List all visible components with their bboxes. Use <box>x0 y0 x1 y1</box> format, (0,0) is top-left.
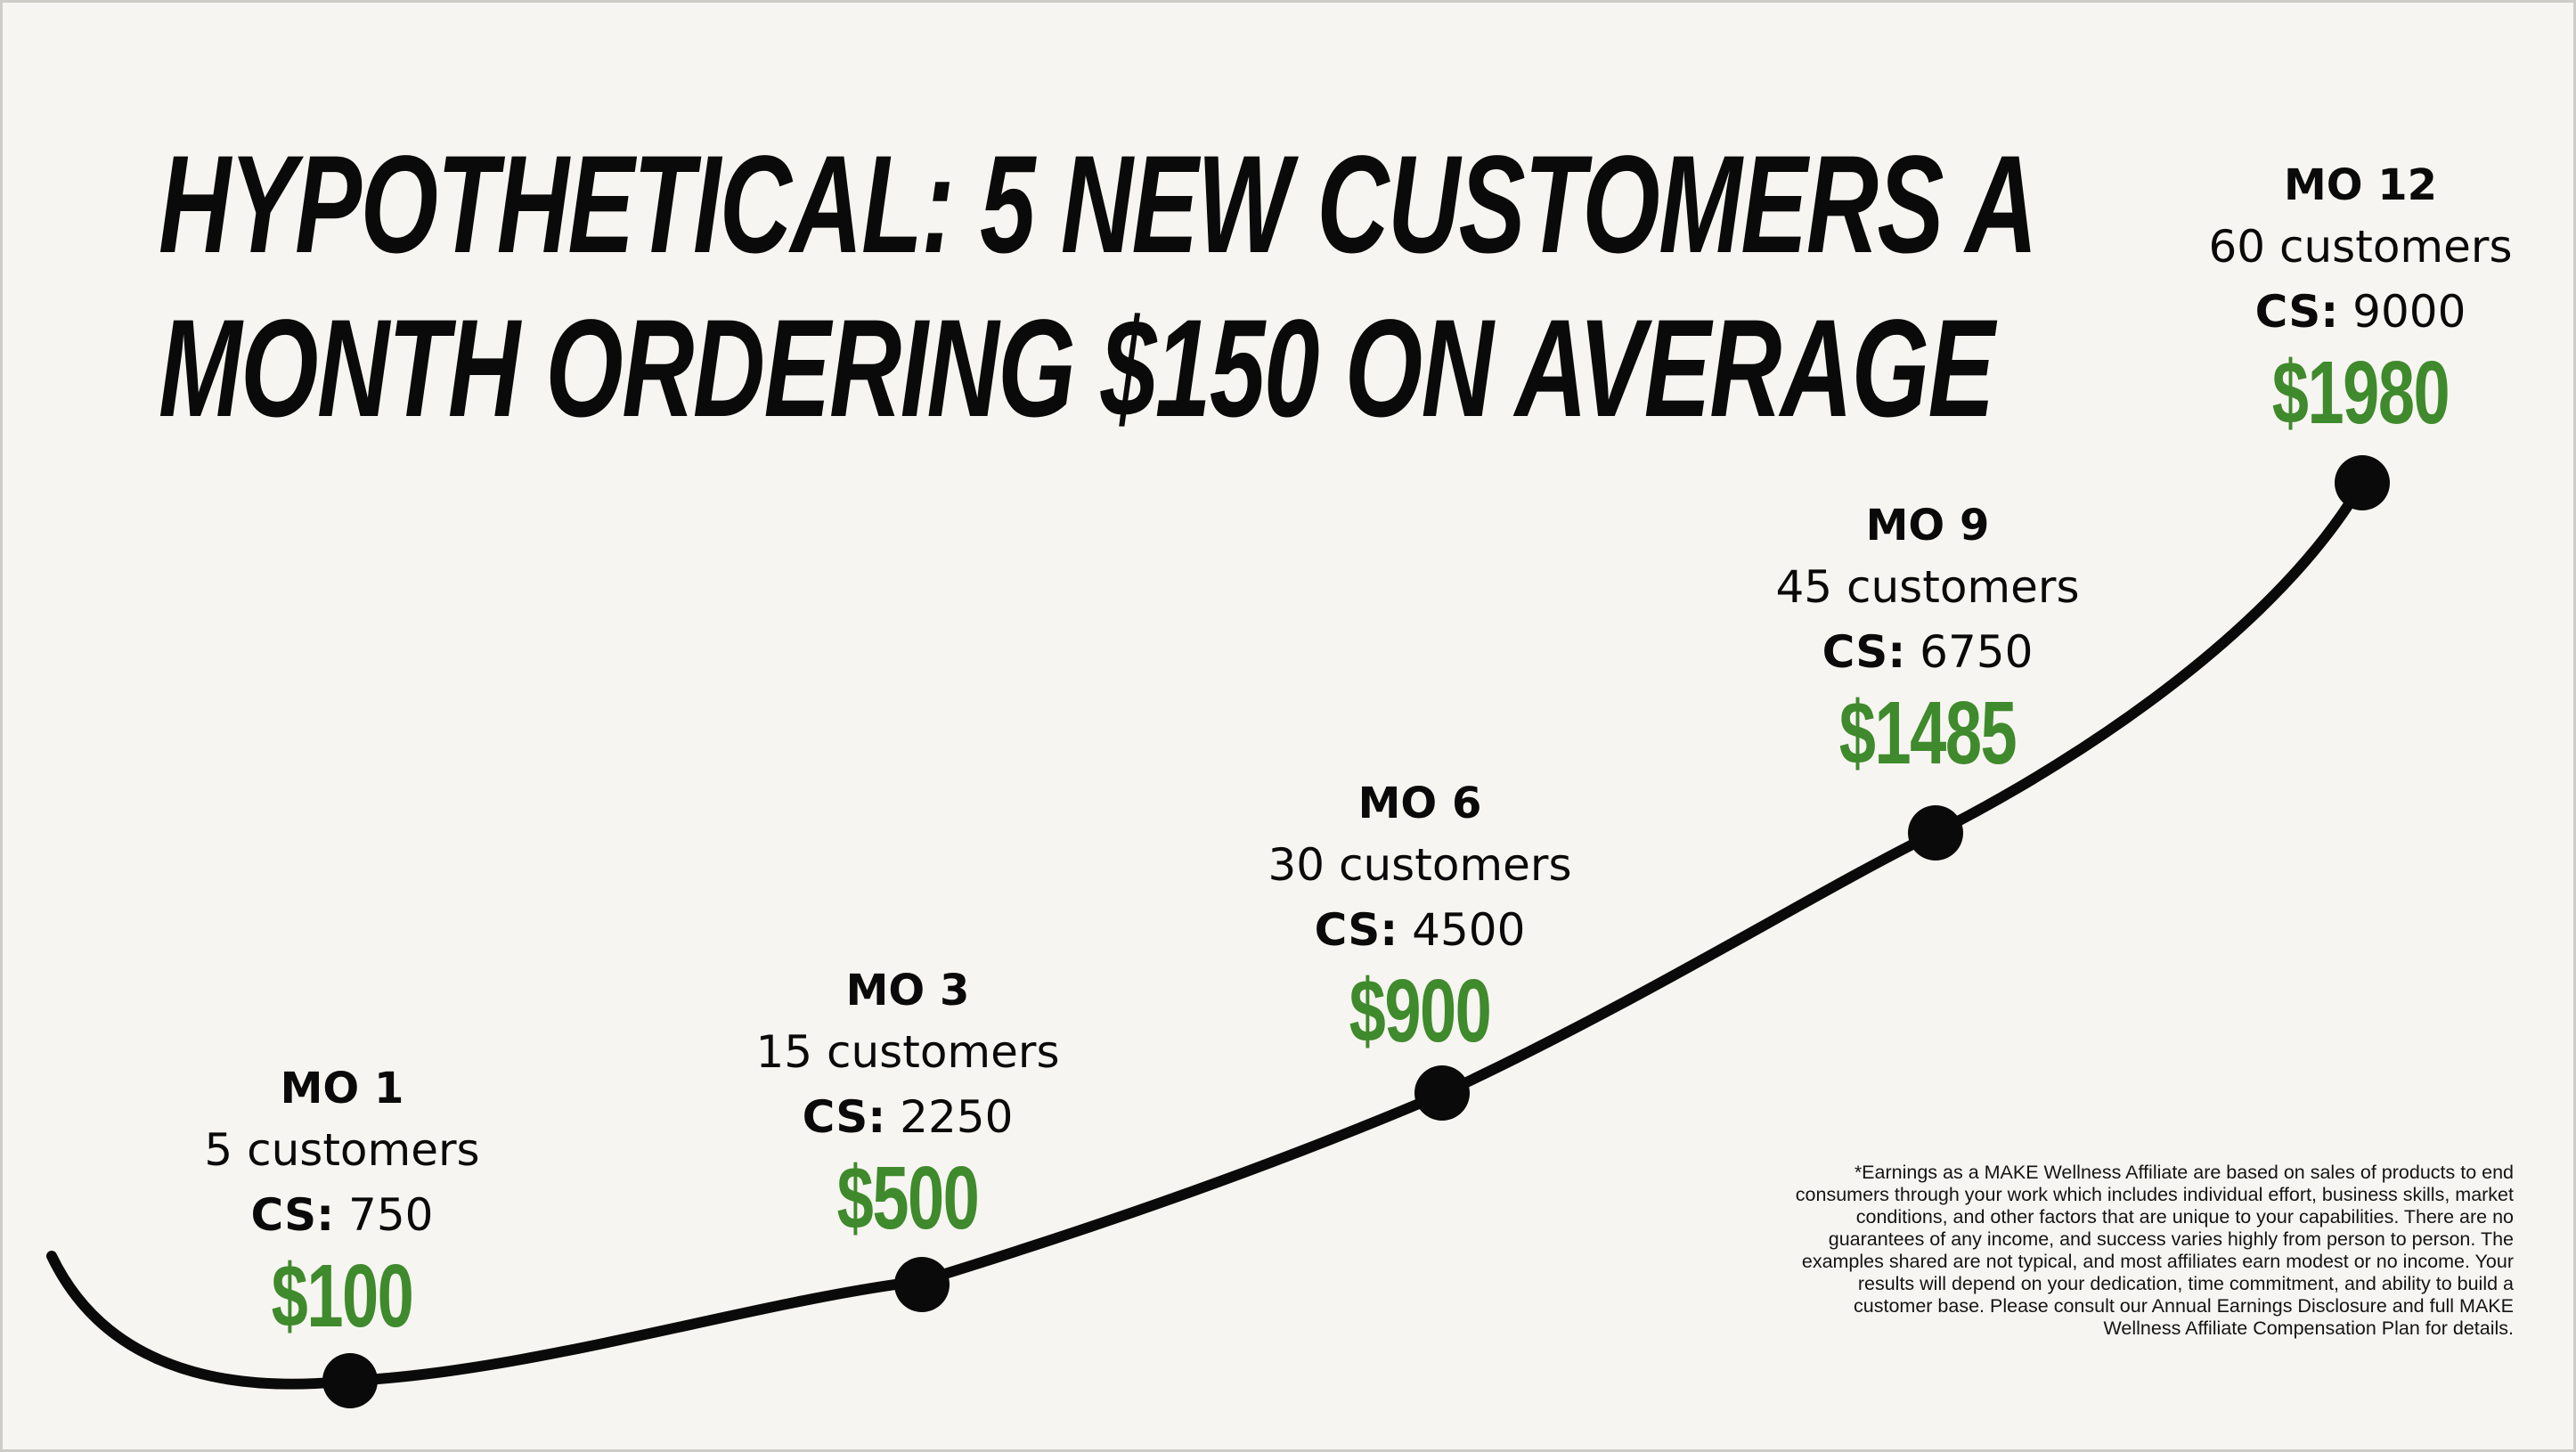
cs-label: CS: <box>1822 626 1906 678</box>
milestone-customers: 5 customers <box>204 1124 480 1176</box>
cs-value: 9000 <box>2352 286 2466 338</box>
cs-value: 4500 <box>1412 904 1526 956</box>
slide-title: HYPOTHETICAL: 5 NEW CUSTOMERS A MONTH OR… <box>159 123 2038 451</box>
milestone-cs: CS: 2250 <box>676 1085 1139 1149</box>
milestone-earnings: $500 <box>836 1148 980 1248</box>
milestone-cs: CS: 9000 <box>2129 280 2576 344</box>
milestone-cs: CS: 6750 <box>1696 620 2159 684</box>
milestone-customers: 30 customers <box>1268 839 1572 891</box>
milestone-mo12: MO 12 60 customers CS: 9000 $1980 <box>2129 157 2576 442</box>
milestone-cs: CS: 4500 <box>1188 898 1651 962</box>
milestone-mo1: MO 1 5 customers CS: 750 $100 <box>110 1060 574 1345</box>
cs-value: 6750 <box>1920 626 2034 678</box>
milestone-earnings: $1980 <box>2271 343 2450 443</box>
milestone-customers: 60 customers <box>2208 221 2513 273</box>
cs-label: CS: <box>250 1189 335 1241</box>
milestone-customers: 45 customers <box>1775 561 2080 613</box>
title-line-1: HYPOTHETICAL: 5 NEW CUSTOMERS A <box>159 127 2038 282</box>
milestone-mo3: MO 3 15 customers CS: 2250 $500 <box>676 962 1139 1247</box>
earnings-disclaimer: *Earnings as a MAKE Wellness Affiliate a… <box>1795 1162 2514 1339</box>
milestone-dot-mo12 <box>2335 455 2390 510</box>
milestone-month: MO 3 <box>845 966 970 1016</box>
milestone-month: MO 1 <box>280 1064 404 1113</box>
milestone-month: MO 12 <box>2283 160 2438 210</box>
milestone-mo9: MO 9 45 customers CS: 6750 $1485 <box>1696 497 2159 782</box>
cs-value: 750 <box>348 1189 434 1241</box>
milestone-month: MO 6 <box>1357 779 1482 828</box>
milestone-customers: 15 customers <box>755 1026 1060 1078</box>
milestone-dot-mo9 <box>1908 805 1963 861</box>
milestone-earnings: $1485 <box>1838 683 2018 783</box>
cs-label: CS: <box>2254 286 2339 338</box>
milestone-dot-mo6 <box>1414 1065 1470 1121</box>
milestone-mo6: MO 6 30 customers CS: 4500 $900 <box>1188 775 1651 1060</box>
milestone-month: MO 9 <box>1865 501 1990 551</box>
cs-label: CS: <box>1314 904 1398 956</box>
cs-value: 2250 <box>900 1091 1014 1143</box>
cs-label: CS: <box>802 1091 886 1143</box>
title-line-2: MONTH ORDERING $150 ON AVERAGE <box>159 291 1994 446</box>
milestone-earnings: $900 <box>1349 961 1492 1061</box>
milestone-earnings: $100 <box>271 1246 414 1346</box>
milestone-cs: CS: 750 <box>110 1183 574 1247</box>
milestone-dot-mo3 <box>894 1257 950 1312</box>
milestone-dot-mo1 <box>322 1353 378 1408</box>
